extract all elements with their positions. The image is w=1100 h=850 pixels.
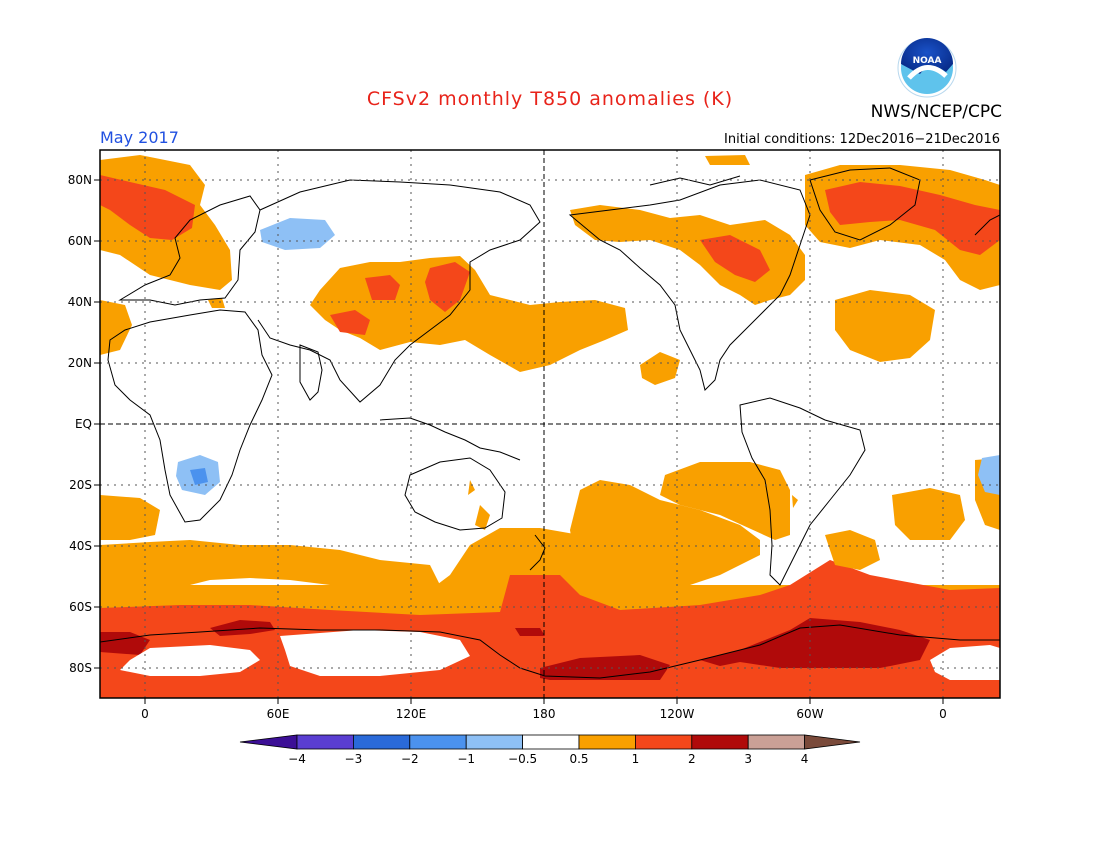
anomaly-field bbox=[100, 155, 1000, 698]
coastlines bbox=[100, 167, 1000, 679]
colorbar-swatch bbox=[465, 734, 524, 750]
colorbar-swatch bbox=[409, 734, 467, 750]
lat-label: 60S bbox=[69, 600, 92, 614]
colorbar-swatch bbox=[296, 734, 354, 750]
colorbar-swatch bbox=[691, 734, 749, 750]
lat-label: 60N bbox=[68, 234, 92, 248]
longitude-labels: 0 60E 120E 180 120W 60W 0 bbox=[141, 707, 947, 721]
axis-ticks bbox=[94, 179, 944, 704]
initial-conditions: Initial conditions: 12Dec2016−21Dec2016 bbox=[724, 132, 1000, 147]
chart-title: CFSv2 monthly T850 anomalies (K) bbox=[366, 88, 734, 110]
lat-label: EQ bbox=[75, 417, 92, 431]
forecast-period: May 2017 bbox=[100, 128, 179, 147]
lon-label: 180 bbox=[533, 707, 556, 721]
lon-label: 60W bbox=[796, 707, 823, 721]
colorbar-swatch bbox=[352, 734, 411, 750]
colorbar-label: 3 bbox=[744, 752, 752, 766]
graticule bbox=[100, 150, 1000, 698]
colorbar-label: 0.5 bbox=[569, 752, 588, 766]
organization-label: NWS/NCEP/CPC bbox=[870, 102, 1002, 122]
lat-label: 40N bbox=[68, 295, 92, 309]
colorbar-swatch bbox=[747, 734, 806, 750]
colorbar-swatch bbox=[522, 734, 580, 750]
lon-label: 0 bbox=[939, 707, 947, 721]
lon-label: 120E bbox=[396, 707, 427, 721]
colorbar: −4 −3 −2 −1 −0.5 0.5 1 2 3 4 bbox=[239, 734, 861, 766]
lat-label: 20N bbox=[68, 356, 92, 370]
lat-label: 40S bbox=[69, 539, 92, 553]
colorbar-arrow-high bbox=[804, 734, 861, 750]
colorbar-label: 4 bbox=[801, 752, 809, 766]
colorbar-label: 2 bbox=[688, 752, 696, 766]
colorbar-label: −3 bbox=[345, 752, 363, 766]
colorbar-swatch bbox=[635, 734, 693, 750]
equator-dateline bbox=[100, 150, 1000, 698]
colorbar-label: −1 bbox=[457, 752, 475, 766]
colorbar-label: −2 bbox=[401, 752, 419, 766]
lon-label: 0 bbox=[141, 707, 149, 721]
colorbar-swatch bbox=[578, 734, 636, 750]
lat-label: 20S bbox=[69, 478, 92, 492]
colorbar-label: −0.5 bbox=[508, 752, 537, 766]
colorbar-label: −4 bbox=[288, 752, 306, 766]
lat-label: 80N bbox=[68, 173, 92, 187]
colorbar-arrow-low bbox=[239, 734, 298, 750]
latitude-labels: 80N 60N 40N 20N EQ 20S 40S 60S 80S bbox=[68, 173, 92, 675]
svg-text:NOAA: NOAA bbox=[913, 56, 942, 66]
lon-label: 60E bbox=[267, 707, 290, 721]
lon-label: 120W bbox=[660, 707, 695, 721]
noaa-logo: NOAA bbox=[897, 38, 957, 98]
colorbar-label: 1 bbox=[632, 752, 640, 766]
lat-label: 80S bbox=[69, 661, 92, 675]
